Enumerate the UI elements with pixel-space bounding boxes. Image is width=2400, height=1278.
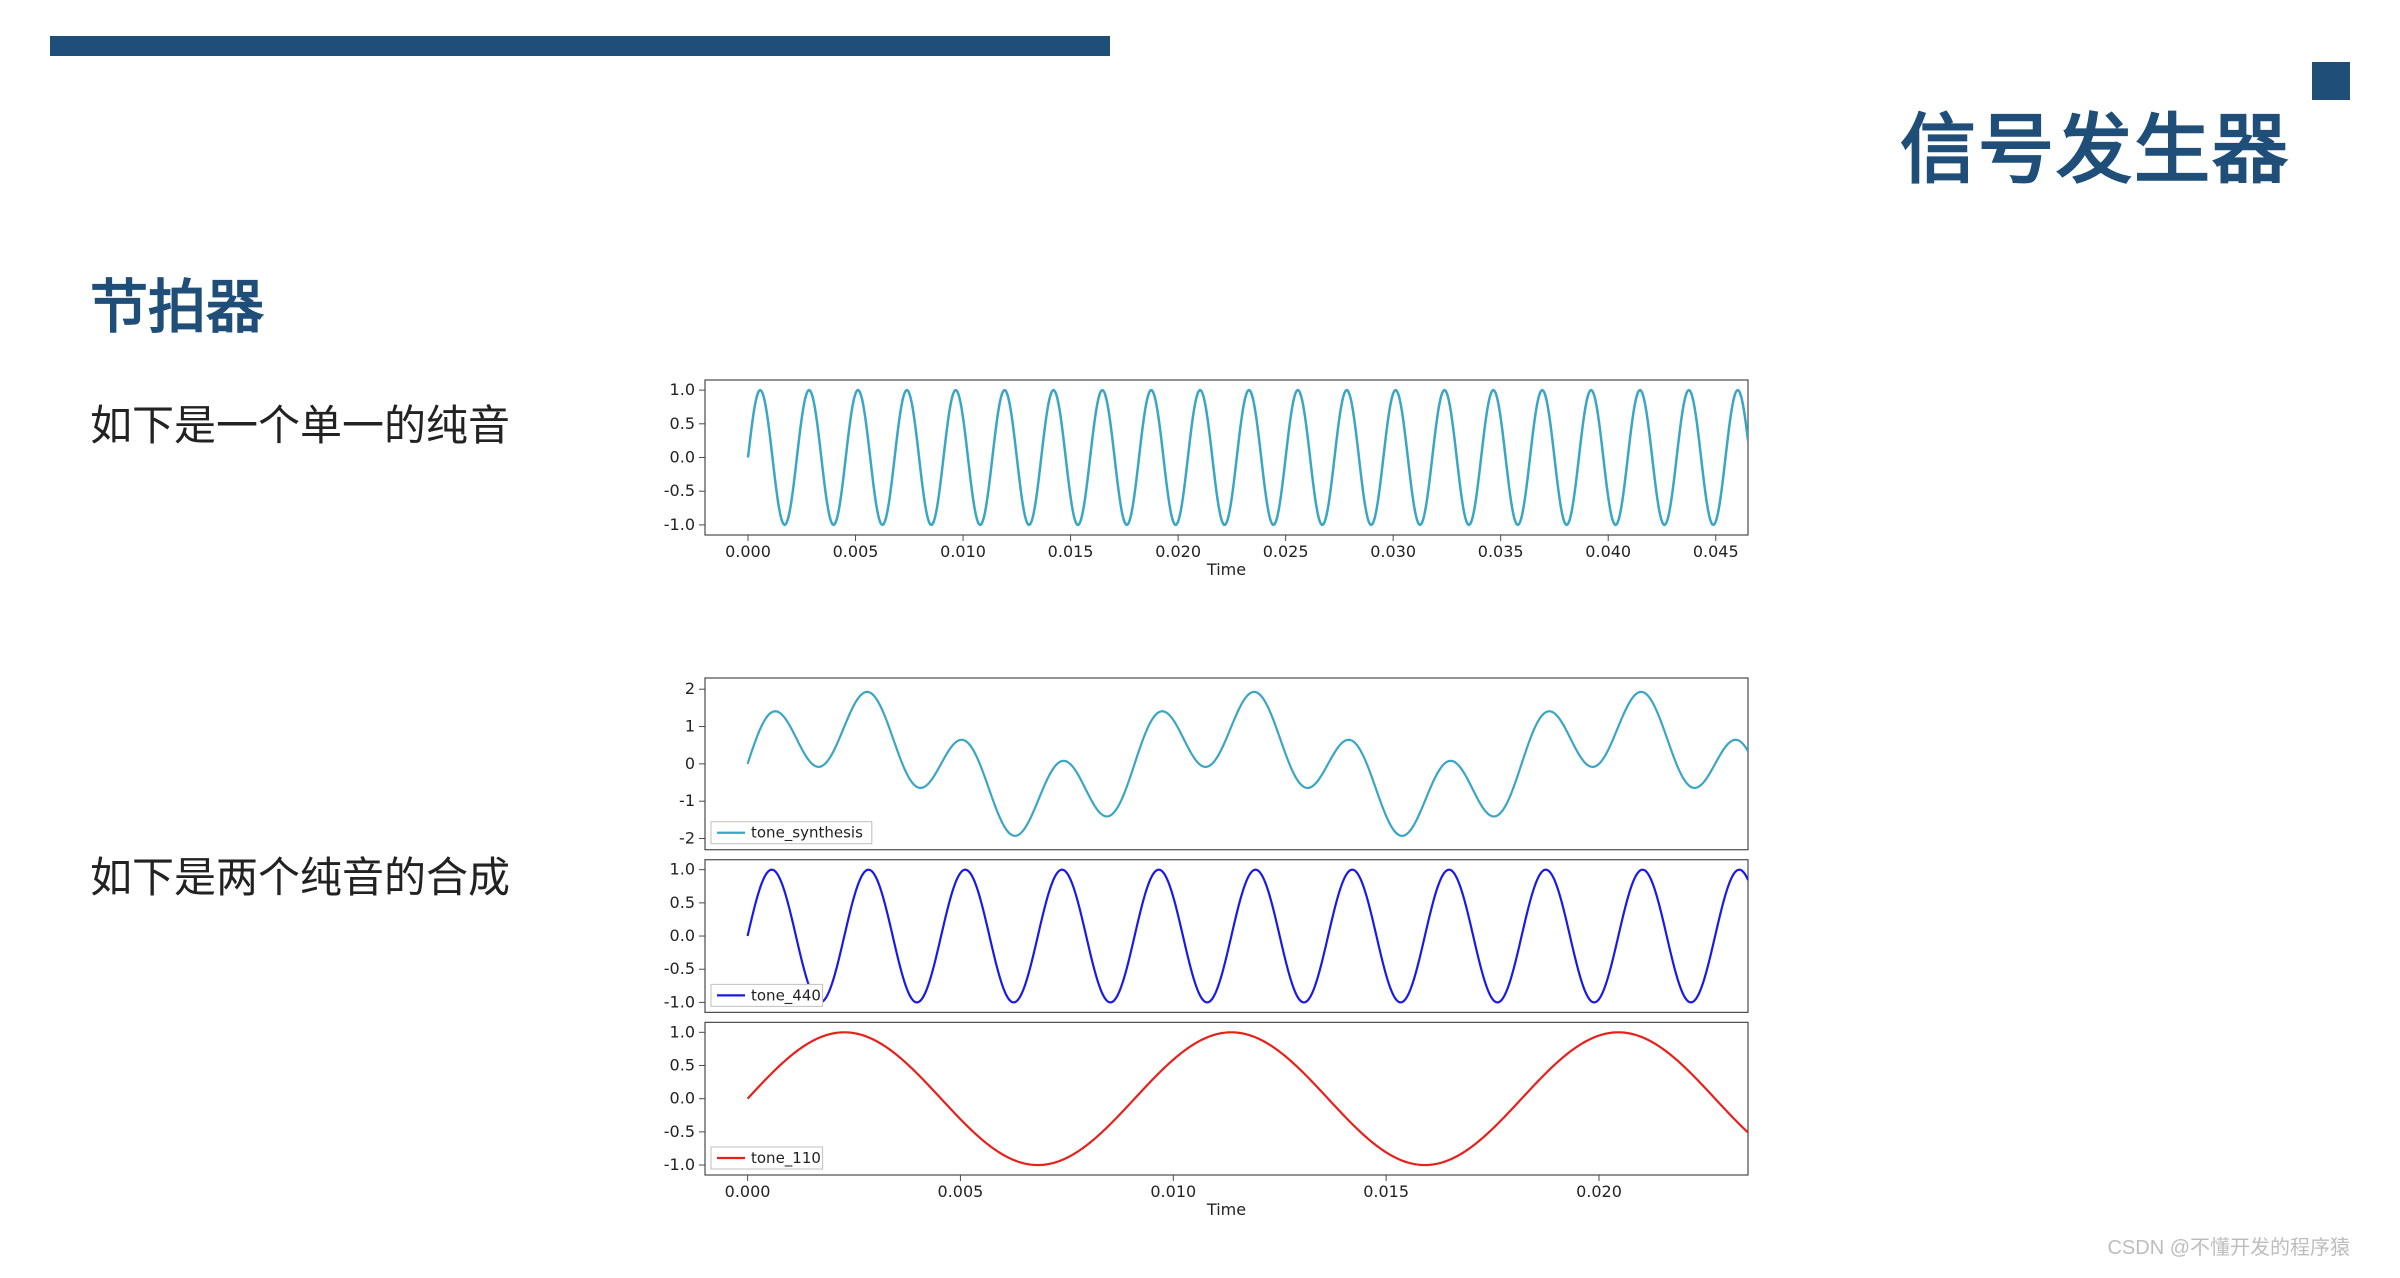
svg-text:1.0: 1.0 [670, 1022, 695, 1041]
svg-text:-1.0: -1.0 [664, 1155, 695, 1174]
svg-text:0: 0 [685, 754, 695, 773]
svg-text:-1.0: -1.0 [664, 992, 695, 1011]
svg-text:0.0: 0.0 [670, 1089, 695, 1108]
single-tone-chart: -1.0 -0.5 0.0 0.5 1.0 0.000 0.005 0.010 0.015 0.0… [630, 370, 1760, 580]
svg-text:0.5: 0.5 [670, 1055, 695, 1074]
svg-text:0.025: 0.025 [1263, 542, 1309, 561]
svg-text:0.000: 0.000 [725, 1182, 771, 1201]
svg-text:-1: -1 [679, 791, 695, 810]
svg-text:0.015: 0.015 [1048, 542, 1094, 561]
svg-text:tone_440: tone_440 [751, 986, 821, 1005]
svg-text:0.010: 0.010 [1150, 1182, 1196, 1201]
svg-text:-0.5: -0.5 [664, 1122, 695, 1141]
svg-text:1.0: 1.0 [670, 860, 695, 879]
section-subtitle: 节拍器 [90, 260, 264, 344]
svg-text:Time: Time [1206, 1200, 1246, 1219]
watermark: CSDN @不懂开发的程序猿 [2107, 1231, 2350, 1260]
svg-text:1.0: 1.0 [670, 380, 695, 399]
svg-text:1: 1 [685, 717, 695, 736]
svg-text:0.035: 0.035 [1478, 542, 1524, 561]
two-tone-description: 如下是两个纯音的合成 [90, 844, 510, 905]
svg-text:0.000: 0.000 [725, 542, 771, 561]
svg-text:0.020: 0.020 [1155, 542, 1201, 561]
svg-text:-1.0: -1.0 [664, 515, 695, 534]
svg-text:0.020: 0.020 [1576, 1182, 1622, 1201]
header-corner-square [2312, 62, 2350, 100]
svg-text:-0.5: -0.5 [664, 959, 695, 978]
svg-text:-2: -2 [679, 829, 695, 848]
svg-text:0.0: 0.0 [670, 926, 695, 945]
svg-text:0.0: 0.0 [670, 448, 695, 467]
single-tone-description: 如下是一个单一的纯音 [90, 392, 510, 453]
svg-text:Time: Time [1206, 560, 1246, 579]
svg-text:0.5: 0.5 [670, 893, 695, 912]
svg-text:0.030: 0.030 [1370, 542, 1416, 561]
svg-text:0.010: 0.010 [940, 542, 986, 561]
page-title: 信号发生器 [1900, 88, 2290, 198]
svg-text:tone_synthesis: tone_synthesis [751, 824, 863, 843]
svg-text:0.5: 0.5 [670, 414, 695, 433]
svg-text:0.040: 0.040 [1585, 542, 1631, 561]
svg-text:0.005: 0.005 [833, 542, 879, 561]
synthesis-chart: -2 -1 0 1 2 tone_synthesis -1.0 -0.5 0.0 0.5 1.0 to… [630, 670, 1760, 1220]
svg-text:-0.5: -0.5 [664, 481, 695, 500]
svg-text:0.045: 0.045 [1693, 542, 1739, 561]
svg-text:0.015: 0.015 [1363, 1182, 1409, 1201]
svg-text:0.005: 0.005 [938, 1182, 984, 1201]
svg-text:2: 2 [685, 679, 695, 698]
svg-text:tone_110: tone_110 [751, 1149, 821, 1168]
header-bar [50, 36, 1110, 56]
